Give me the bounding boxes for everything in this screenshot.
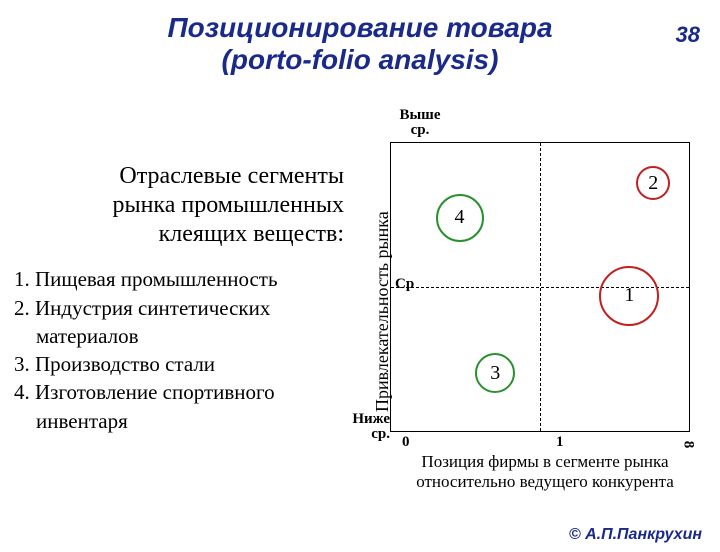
y-tick-mid: Ср	[395, 276, 414, 293]
y-top-l2: ср.	[411, 122, 430, 138]
x-tick-left: 0	[402, 434, 410, 451]
y-tick-bottom: Ниже ср.	[345, 412, 390, 442]
list-item: 3. Производство стали	[14, 351, 344, 377]
title-line2: (porto-folio analysis)	[222, 44, 499, 75]
list-item: 1. Пищевая промышленность	[14, 266, 344, 292]
x-caption-l2: относительно ведущего конкурента	[416, 472, 674, 491]
subtitle-l3: клеящих веществ:	[159, 221, 344, 247]
bubble-3: 3	[475, 353, 515, 393]
left-text-block: Отраслевые сегменты рынка промышленных к…	[14, 162, 344, 436]
bubble-2: 2	[636, 166, 670, 200]
y-bot-l2: ср.	[371, 426, 390, 442]
x-tick-right: 8	[679, 441, 696, 449]
subtitle: Отраслевые сегменты рынка промышленных к…	[14, 162, 344, 248]
portfolio-chart: 4 2 1 3	[390, 142, 690, 432]
x-tick-mid: 1	[556, 434, 564, 451]
page-title: Позиционирование товара (porto-folio ana…	[0, 12, 720, 76]
list-item: материалов	[14, 323, 344, 349]
page-number: 38	[676, 22, 700, 48]
list-item: 2. Индустрия синтетических	[14, 295, 344, 321]
subtitle-l1: Отраслевые сегменты	[119, 163, 344, 189]
title-line1: Позиционирование товара	[167, 12, 552, 43]
list-item: инвентаря	[14, 408, 344, 434]
x-axis-caption: Позиция фирмы в сегменте рынка относител…	[390, 452, 700, 491]
list-item: 4. Изготовление спортивного	[14, 379, 344, 405]
y-top-l1: Выше	[399, 107, 440, 123]
y-tick-top: Выше ср.	[390, 108, 450, 138]
bubble-1: 1	[599, 266, 659, 326]
subtitle-l2: рынка промышленных	[112, 192, 344, 218]
bubble-4: 4	[436, 194, 484, 242]
y-bot-l1: Ниже	[352, 411, 390, 427]
copyright: © А.П.Панкрухин	[569, 526, 702, 544]
x-caption-l1: Позиция фирмы в сегменте рынка	[421, 452, 668, 471]
